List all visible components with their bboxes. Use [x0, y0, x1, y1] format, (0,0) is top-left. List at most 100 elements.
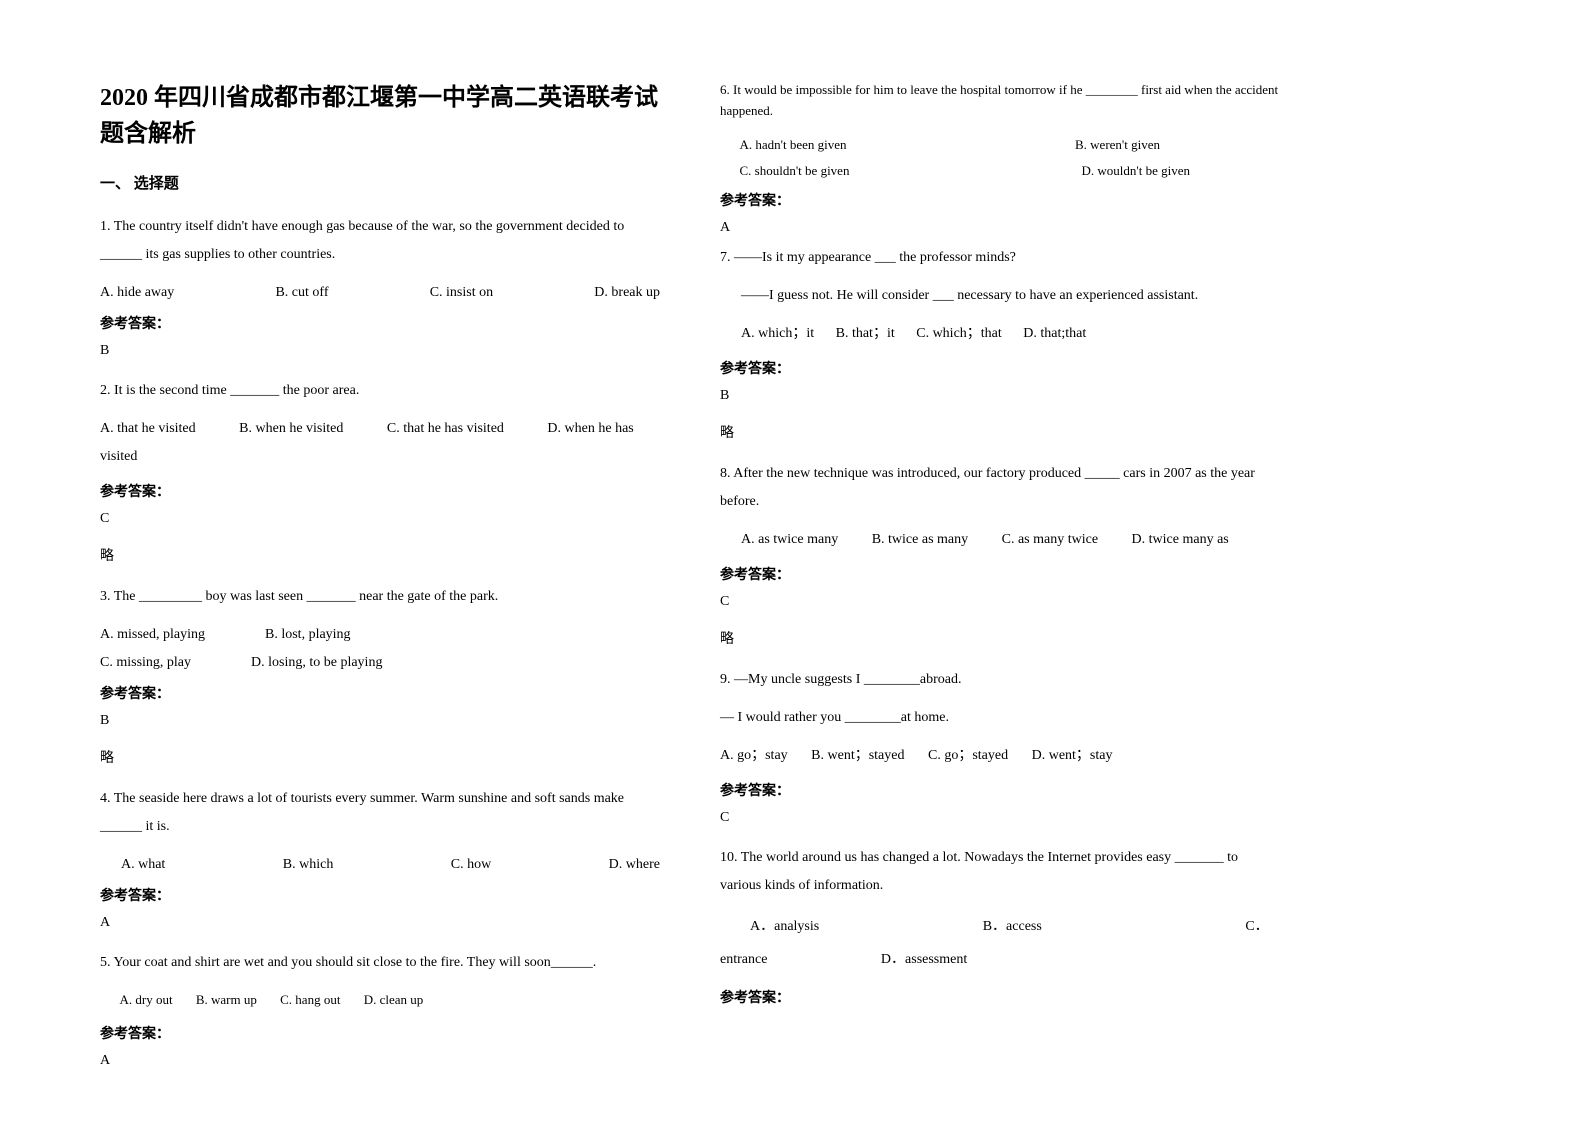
- option-a: A. that he visited: [100, 421, 196, 436]
- question-text-2: ——I guess not. He will consider ___ nece…: [720, 282, 1280, 310]
- option-a: A. as twice many: [741, 532, 838, 547]
- option-a: A．analysis: [750, 910, 819, 944]
- answer-text: A: [100, 1053, 660, 1069]
- option-b: B. which: [262, 851, 334, 879]
- option-a: A. what: [100, 851, 165, 879]
- question-block: 9. —My uncle suggests I ________abroad. …: [720, 666, 1280, 826]
- option-b: B. when he visited: [239, 421, 343, 436]
- answer-text: B: [720, 388, 1280, 404]
- option-b: B. went；stayed: [811, 748, 904, 763]
- option-c: entrance: [720, 943, 767, 977]
- option-d: D. wouldn't be given: [1062, 158, 1190, 184]
- option-a: A. which；it: [741, 326, 814, 341]
- answer-text: C: [720, 810, 1280, 826]
- answer-label: 参考答案：: [720, 190, 1280, 210]
- question-block: 2. It is the second time _______ the poo…: [100, 377, 660, 565]
- answer-label: 参考答案：: [100, 313, 660, 333]
- options-row: A. missed, playing B. lost, playing: [100, 621, 660, 649]
- options-row: C. shouldn't be given D. wouldn't be giv…: [720, 158, 1280, 184]
- options-row: A. hide away B. cut off C. insist on D. …: [100, 279, 660, 307]
- answer-label: 参考答案：: [720, 987, 1280, 1007]
- answer-label: 参考答案：: [720, 358, 1280, 378]
- question-block: 10. The world around us has changed a lo…: [720, 844, 1280, 1007]
- options-row: C. missing, play D. losing, to be playin…: [100, 649, 660, 677]
- answer-abbr: 略: [720, 628, 1280, 648]
- options-row: A. as twice many B. twice as many C. as …: [720, 526, 1280, 554]
- option-b: B. lost, playing: [265, 621, 351, 649]
- question-block: 7. ——Is it my appearance ___ the profess…: [720, 244, 1280, 442]
- answer-label: 参考答案：: [100, 885, 660, 905]
- question-text: 9. —My uncle suggests I ________abroad.: [720, 666, 1280, 694]
- answer-abbr: 略: [100, 545, 660, 565]
- option-c: C. shouldn't be given: [720, 158, 849, 184]
- option-a: A. hide away: [100, 279, 174, 307]
- answer-text: B: [100, 713, 660, 729]
- section-header: 一、 选择题: [100, 172, 660, 193]
- question-text: 2. It is the second time _______ the poo…: [100, 377, 660, 405]
- question-block: 8. After the new technique was introduce…: [720, 460, 1280, 648]
- page-title: 2020 年四川省成都市都江堰第一中学高二英语联考试题含解析: [100, 80, 660, 152]
- option-d: D. clean up: [364, 992, 424, 1007]
- option-c: C. missing, play: [100, 649, 191, 677]
- options-row: A. go；stay B. went；stayed C. go；stayed D…: [720, 742, 1280, 770]
- option-b: B. warm up: [196, 992, 257, 1007]
- option-d: D．assessment: [881, 943, 967, 977]
- answer-label: 参考答案：: [100, 1023, 660, 1043]
- answer-abbr: 略: [100, 747, 660, 767]
- question-text: 7. ——Is it my appearance ___ the profess…: [720, 244, 1280, 272]
- answer-label: 参考答案：: [720, 564, 1280, 584]
- option-a: A. hadn't been given: [720, 132, 847, 158]
- option-b: B. weren't given: [1055, 132, 1160, 158]
- question-text: 1. The country itself didn't have enough…: [100, 213, 660, 269]
- question-text-2: — I would rather you ________at home.: [720, 704, 1280, 732]
- option-c: C. which；that: [916, 326, 1002, 341]
- option-b: B. that；it: [836, 326, 895, 341]
- option-c: C. that he has visited: [387, 421, 504, 436]
- option-c: C. as many twice: [1002, 532, 1098, 547]
- answer-label: 参考答案：: [100, 683, 660, 703]
- answer-text: A: [720, 220, 1280, 236]
- option-b: B．access: [983, 910, 1042, 944]
- question-text: 6. It would be impossible for him to lea…: [720, 80, 1280, 122]
- question-text: 5. Your coat and shirt are wet and you s…: [100, 949, 660, 977]
- question-text: 8. After the new technique was introduce…: [720, 460, 1280, 516]
- answer-text: C: [100, 511, 660, 527]
- question-block: 4. The seaside here draws a lot of touri…: [100, 785, 660, 931]
- option-a: A. missed, playing: [100, 621, 205, 649]
- option-c: C. go；stayed: [928, 748, 1008, 763]
- option-b: B. cut off: [275, 279, 328, 307]
- option-c: C. hang out: [280, 992, 340, 1007]
- question-block: 1. The country itself didn't have enough…: [100, 213, 660, 359]
- question-block: 3. The _________ boy was last seen _____…: [100, 583, 660, 767]
- option-b: B. twice as many: [872, 532, 968, 547]
- option-d: D. twice many as: [1132, 532, 1229, 547]
- question-block: 6. It would be impossible for him to lea…: [720, 80, 1280, 236]
- question-text: 4. The seaside here draws a lot of touri…: [100, 785, 660, 841]
- options-row: A. which；it B. that；it C. which；that D. …: [720, 320, 1280, 348]
- options-row: A. hadn't been given B. weren't given: [720, 132, 1280, 158]
- options-row: A．analysis B．access C． entrance D．assess…: [720, 910, 1280, 977]
- right-column: 6. It would be impossible for him to lea…: [720, 80, 1280, 1087]
- options-row: A. dry out B. warm up C. hang out D. cle…: [100, 987, 660, 1013]
- option-c: C. how: [430, 851, 491, 879]
- left-column: 2020 年四川省成都市都江堰第一中学高二英语联考试题含解析 一、 选择题 1.…: [100, 80, 660, 1087]
- option-d: D. that;that: [1023, 326, 1086, 341]
- answer-label: 参考答案：: [100, 481, 660, 501]
- answer-label: 参考答案：: [720, 780, 1280, 800]
- option-a: A. dry out: [120, 992, 173, 1007]
- option-d: D. break up: [594, 279, 660, 307]
- option-d: D. went；stay: [1032, 748, 1113, 763]
- options-row: A. that he visited B. when he visited C.…: [100, 415, 660, 471]
- option-a: A. go；stay: [720, 748, 788, 763]
- option-c-prefix: C．: [1245, 910, 1268, 944]
- answer-text: A: [100, 915, 660, 931]
- option-d: D. losing, to be playing: [251, 649, 382, 677]
- option-c: C. insist on: [430, 279, 493, 307]
- page-container: 2020 年四川省成都市都江堰第一中学高二英语联考试题含解析 一、 选择题 1.…: [0, 0, 1587, 1127]
- question-text: 3. The _________ boy was last seen _____…: [100, 583, 660, 611]
- question-block: 5. Your coat and shirt are wet and you s…: [100, 949, 660, 1069]
- options-row: A. what B. which C. how D. where: [100, 851, 660, 879]
- answer-text: C: [720, 594, 1280, 610]
- answer-text: B: [100, 343, 660, 359]
- option-d: D. where: [588, 851, 660, 879]
